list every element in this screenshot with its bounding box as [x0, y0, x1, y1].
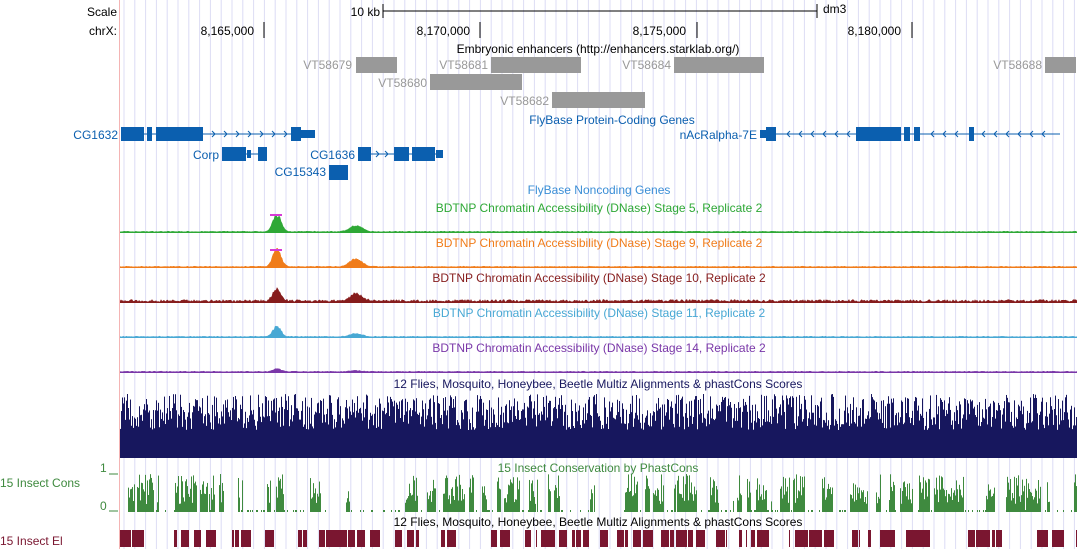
dnase-stage14-signal[interactable]	[120, 353, 1077, 374]
position-tick-label: 8,165,000	[200, 24, 254, 38]
scale-label: Scale	[86, 5, 117, 19]
enhancer-feature[interactable]	[674, 57, 764, 73]
scale-bar	[263, 4, 913, 38]
gene-label[interactable]: Corp	[192, 148, 219, 162]
gene-label[interactable]: CG15343	[274, 165, 326, 179]
enhancer-feature[interactable]	[1045, 57, 1076, 73]
elements-side-label[interactable]: 15 Insect El	[0, 534, 63, 548]
position-tick-label: 8,180,000	[847, 24, 901, 38]
enhancer-feature[interactable]	[491, 57, 581, 73]
enhancer-label: VT58679	[303, 58, 352, 72]
dnase-stage11-title[interactable]: BDTNP Chromatin Accessibility (DNase) St…	[432, 306, 766, 320]
coding-gene-models[interactable]	[0, 120, 1078, 185]
dnase-stage14-title[interactable]: BDTNP Chromatin Accessibility (DNase) St…	[432, 341, 766, 355]
dnase-stage9-signal[interactable]	[120, 248, 1077, 269]
conserved-element-blocks[interactable]	[120, 530, 1077, 549]
enhancer-label: VT58688	[993, 58, 1042, 72]
phastcons-track-title[interactable]: 15 Insect Conservation by PhastCons	[497, 461, 699, 475]
dnase-stage11-signal[interactable]	[120, 318, 1077, 339]
enhancer-feature[interactable]	[430, 74, 522, 90]
scalebar-label: 10 kb	[350, 5, 380, 19]
enhancer-label: VT58682	[500, 94, 549, 108]
phastcons-axis-min: 0	[100, 499, 107, 513]
chrom-label: chrX:	[88, 24, 117, 38]
dnase-stage10-signal[interactable]	[120, 283, 1077, 304]
dnase-stage9-title[interactable]: BDTNP Chromatin Accessibility (DNase) St…	[435, 236, 763, 250]
dnase-stage5-title[interactable]: BDTNP Chromatin Accessibility (DNase) St…	[435, 201, 763, 215]
left-margin-line	[119, 0, 120, 549]
enhancer-label: VT58684	[622, 58, 671, 72]
enhancer-label: VT58680	[378, 76, 427, 90]
phastcons-score-bars[interactable]	[120, 474, 1077, 512]
dnase-stage5-signal[interactable]	[120, 213, 1077, 234]
position-tick-label: 8,170,000	[416, 24, 470, 38]
enhancer-label: VT58681	[439, 58, 488, 72]
multiz-conservation-bars[interactable]	[120, 392, 1077, 460]
assembly-label: dm3	[823, 2, 847, 16]
multiz-track-title[interactable]: 12 Flies, Mosquito, Honeybee, Beetle Mul…	[393, 377, 803, 391]
gene-label[interactable]: nAcRalpha-7E	[679, 128, 757, 142]
phastcons-axis-max: 1	[100, 461, 107, 475]
phastcons-axis-ticks	[109, 473, 118, 512]
position-tick-label: 8,175,000	[632, 24, 686, 38]
enhancer-feature[interactable]	[356, 57, 397, 73]
enhancers-track-title[interactable]: Embryonic enhancers (http://enhancers.st…	[456, 42, 740, 56]
gene-label[interactable]: CG1636	[310, 148, 355, 162]
dnase-stage10-title[interactable]: BDTNP Chromatin Accessibility (DNase) St…	[432, 271, 766, 285]
elements-track-title[interactable]: 12 Flies, Mosquito, Honeybee, Beetle Mul…	[393, 515, 803, 529]
coding-genes-track-title[interactable]: FlyBase Protein-Coding Genes	[529, 113, 695, 127]
phastcons-side-label[interactable]: 15 Insect Cons	[0, 476, 81, 490]
gene-label[interactable]: CG1632	[73, 128, 118, 142]
noncoding-genes-track-title[interactable]: FlyBase Noncoding Genes	[527, 183, 671, 197]
enhancer-feature[interactable]	[552, 92, 645, 108]
